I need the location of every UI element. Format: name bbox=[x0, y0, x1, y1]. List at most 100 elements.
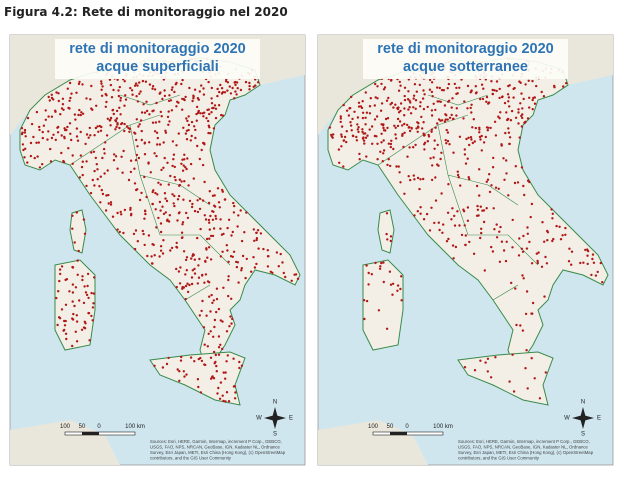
station bbox=[115, 125, 118, 129]
station bbox=[35, 110, 39, 114]
station bbox=[44, 109, 47, 112]
station bbox=[23, 128, 27, 132]
station bbox=[105, 134, 109, 137]
station bbox=[398, 171, 401, 174]
station bbox=[463, 153, 467, 156]
station bbox=[507, 131, 511, 134]
station bbox=[262, 247, 265, 251]
station bbox=[464, 234, 467, 237]
station bbox=[219, 255, 223, 258]
station bbox=[212, 350, 216, 354]
station bbox=[419, 101, 422, 104]
station bbox=[528, 96, 531, 99]
station bbox=[188, 199, 192, 203]
station bbox=[211, 301, 214, 305]
station bbox=[499, 111, 502, 114]
station bbox=[384, 117, 388, 121]
station bbox=[41, 130, 44, 134]
station bbox=[440, 119, 444, 122]
station bbox=[209, 330, 212, 333]
station bbox=[189, 139, 192, 142]
station bbox=[224, 377, 227, 380]
station bbox=[210, 97, 213, 100]
station bbox=[466, 206, 470, 209]
station bbox=[60, 151, 63, 155]
station bbox=[26, 116, 30, 120]
station bbox=[210, 111, 213, 114]
station bbox=[414, 99, 418, 102]
station bbox=[365, 111, 369, 114]
station bbox=[361, 137, 365, 140]
station bbox=[504, 131, 507, 135]
station bbox=[367, 283, 370, 286]
station bbox=[252, 228, 255, 231]
station bbox=[54, 110, 57, 114]
station bbox=[293, 273, 296, 276]
station bbox=[473, 369, 477, 372]
station bbox=[75, 211, 79, 214]
station bbox=[401, 134, 404, 137]
compass-label: E bbox=[597, 416, 601, 422]
station bbox=[470, 111, 473, 114]
station bbox=[362, 299, 366, 302]
station bbox=[118, 85, 122, 89]
station bbox=[222, 232, 225, 236]
station bbox=[157, 181, 160, 184]
station bbox=[564, 226, 567, 230]
station bbox=[181, 169, 185, 172]
station bbox=[478, 126, 481, 129]
station bbox=[238, 360, 241, 364]
station bbox=[215, 287, 219, 290]
station bbox=[177, 101, 180, 104]
station bbox=[71, 283, 75, 286]
station bbox=[226, 89, 229, 92]
station bbox=[119, 113, 122, 116]
station bbox=[213, 318, 217, 322]
station bbox=[458, 86, 461, 89]
station bbox=[423, 93, 426, 96]
station bbox=[237, 281, 240, 284]
station bbox=[203, 180, 206, 184]
station bbox=[148, 113, 151, 116]
station bbox=[195, 105, 199, 109]
africa bbox=[10, 420, 120, 465]
station bbox=[399, 181, 402, 184]
station bbox=[170, 88, 174, 91]
station bbox=[530, 202, 534, 206]
station bbox=[184, 258, 188, 262]
station bbox=[196, 199, 199, 202]
station bbox=[134, 159, 138, 162]
station bbox=[204, 260, 207, 263]
station bbox=[102, 147, 106, 151]
station bbox=[479, 359, 482, 362]
station bbox=[182, 286, 186, 289]
station bbox=[67, 147, 70, 150]
station bbox=[409, 101, 412, 104]
station bbox=[422, 177, 425, 181]
station bbox=[192, 177, 195, 180]
station bbox=[450, 113, 453, 117]
station bbox=[75, 320, 79, 323]
station bbox=[189, 162, 193, 166]
station bbox=[70, 138, 73, 142]
station bbox=[476, 208, 480, 211]
station bbox=[179, 266, 182, 269]
station bbox=[200, 359, 204, 363]
station bbox=[553, 86, 556, 89]
station bbox=[185, 167, 188, 171]
station bbox=[156, 136, 159, 140]
station bbox=[417, 126, 420, 129]
station bbox=[154, 121, 158, 124]
station bbox=[520, 166, 524, 169]
station bbox=[243, 231, 246, 234]
station bbox=[486, 178, 490, 181]
station bbox=[193, 88, 197, 91]
station bbox=[210, 86, 213, 90]
station bbox=[218, 90, 221, 94]
station bbox=[475, 184, 479, 188]
station bbox=[29, 154, 33, 158]
station bbox=[391, 293, 394, 296]
station bbox=[451, 97, 454, 100]
station bbox=[216, 87, 219, 91]
station bbox=[109, 116, 113, 120]
